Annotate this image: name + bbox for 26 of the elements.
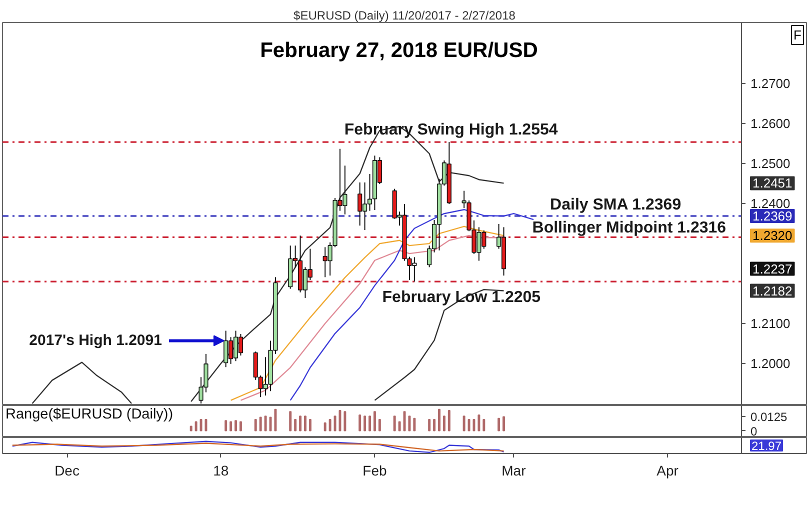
y-tick-label: 1.2100: [750, 316, 790, 332]
x-tick-label: Dec: [54, 462, 80, 478]
annotation: 1.2237: [752, 261, 792, 276]
annotation: 1.2182: [752, 283, 792, 298]
y-tick-label: 1.2600: [750, 116, 790, 132]
y-tick-label: 0: [750, 424, 758, 438]
annotation: 1.2451: [752, 176, 792, 191]
ref-line-label: Daily SMA 1.2369: [550, 196, 682, 214]
x-tick-label: 18: [213, 462, 229, 478]
annotation: 1.2369: [752, 208, 792, 224]
ref-line-label: Bollinger Midpoint 1.2316: [532, 220, 726, 237]
y-tick-label: 1.2000: [750, 356, 790, 372]
annotation: F: [794, 28, 802, 42]
chart-title: Range($EURUSD (Daily)): [6, 406, 174, 422]
y-tick-label: 1.2700: [750, 76, 790, 92]
annotation: 2017's High 1.2091: [29, 332, 162, 350]
y-tick-label: 0.0125: [750, 410, 788, 424]
chart-subtitle: $EURUSD (Daily) 11/20/2017 - 2/27/2018: [294, 8, 516, 22]
y-tick-label: 1.2400: [750, 196, 790, 212]
x-tick-label: Apr: [656, 462, 679, 478]
x-tick-label: Mar: [502, 462, 526, 478]
annotation: 1.2320: [752, 228, 792, 244]
text: February 27, 2018 EUR/USD: [260, 38, 538, 62]
annotation: 21.97: [752, 439, 782, 453]
y-tick-label: 1.2500: [750, 156, 790, 172]
x-tick-label: Feb: [362, 462, 387, 478]
